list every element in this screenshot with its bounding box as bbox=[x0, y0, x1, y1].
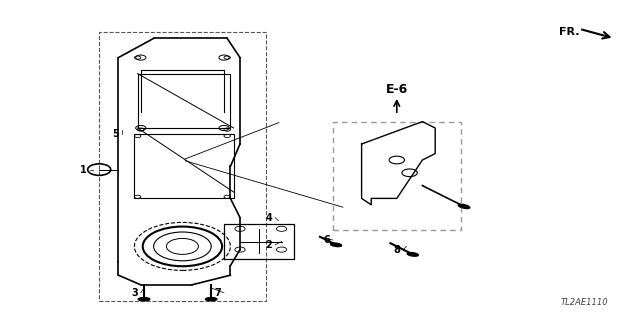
Bar bbox=[138, 74, 230, 128]
Text: 8: 8 bbox=[394, 244, 400, 255]
Text: 1: 1 bbox=[80, 164, 86, 175]
Text: 6: 6 bbox=[323, 235, 330, 245]
Text: FR.: FR. bbox=[559, 27, 579, 37]
Text: 7: 7 bbox=[214, 288, 221, 298]
Text: 5: 5 bbox=[112, 129, 118, 140]
Bar bbox=[99, 32, 266, 301]
Ellipse shape bbox=[458, 204, 470, 209]
Ellipse shape bbox=[330, 243, 342, 247]
Text: TL2AE1110: TL2AE1110 bbox=[561, 298, 608, 307]
Text: E-6: E-6 bbox=[386, 83, 408, 96]
Ellipse shape bbox=[138, 298, 150, 301]
Text: 2: 2 bbox=[266, 240, 272, 250]
Ellipse shape bbox=[205, 298, 217, 301]
Text: 4: 4 bbox=[266, 212, 272, 223]
Bar bbox=[134, 134, 234, 198]
Text: 3: 3 bbox=[131, 288, 138, 298]
Ellipse shape bbox=[407, 252, 419, 256]
